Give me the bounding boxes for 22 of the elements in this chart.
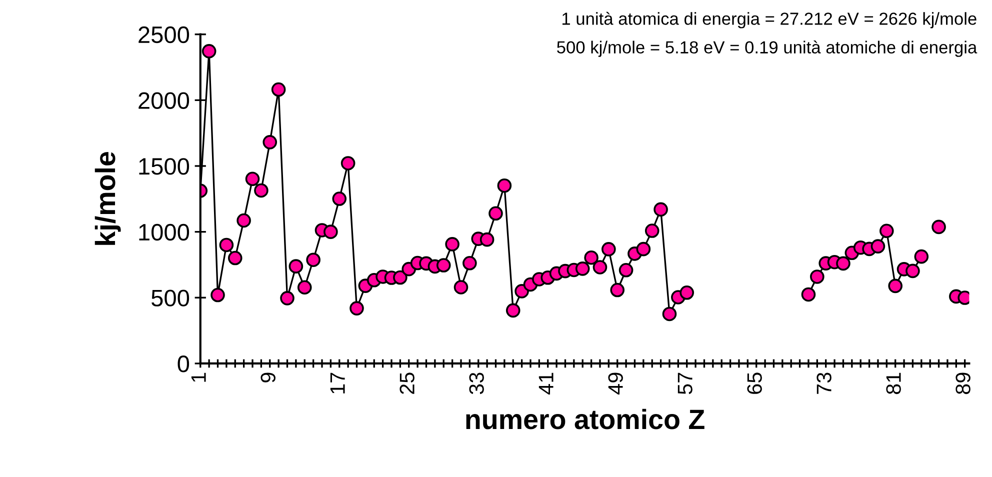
x-tick-label: 57 — [678, 372, 692, 394]
y-tick-label: 500 — [152, 290, 190, 306]
x-tick-label: 89 — [956, 372, 970, 394]
y-tick-label: 2000 — [138, 92, 190, 109]
y-tick-label: 0 — [178, 356, 190, 372]
x-tick-label: 41 — [538, 372, 554, 394]
annotation: 500 kj/mole = 5.18 eV = 0.19 unità atomiche di energia — [557, 40, 978, 57]
x-tick-label: 17 — [330, 372, 345, 394]
y-axis-title: kj/mole — [94, 152, 121, 245]
x-tick-label: 33 — [469, 372, 484, 394]
x-tick-label: 65 — [747, 372, 762, 394]
x-tick-label: 1 — [191, 372, 206, 382]
x-tick-label: 49 — [608, 372, 623, 394]
x-tick-label: 9 — [260, 372, 276, 382]
x-axis-title: numero atomico Z — [466, 408, 704, 430]
x-tick-label: 73 — [816, 372, 832, 394]
y-tick-label: 1000 — [139, 224, 190, 241]
y-tick-label: 1500 — [139, 158, 190, 175]
y-tick-label: 2500 — [138, 26, 190, 44]
x-tick-label: 25 — [400, 372, 414, 394]
x-tick-label: 81 — [886, 372, 901, 394]
text: 1 unità atomica di energia = 27.212 eV = 2626 kj/mole — [562, 12, 976, 28]
